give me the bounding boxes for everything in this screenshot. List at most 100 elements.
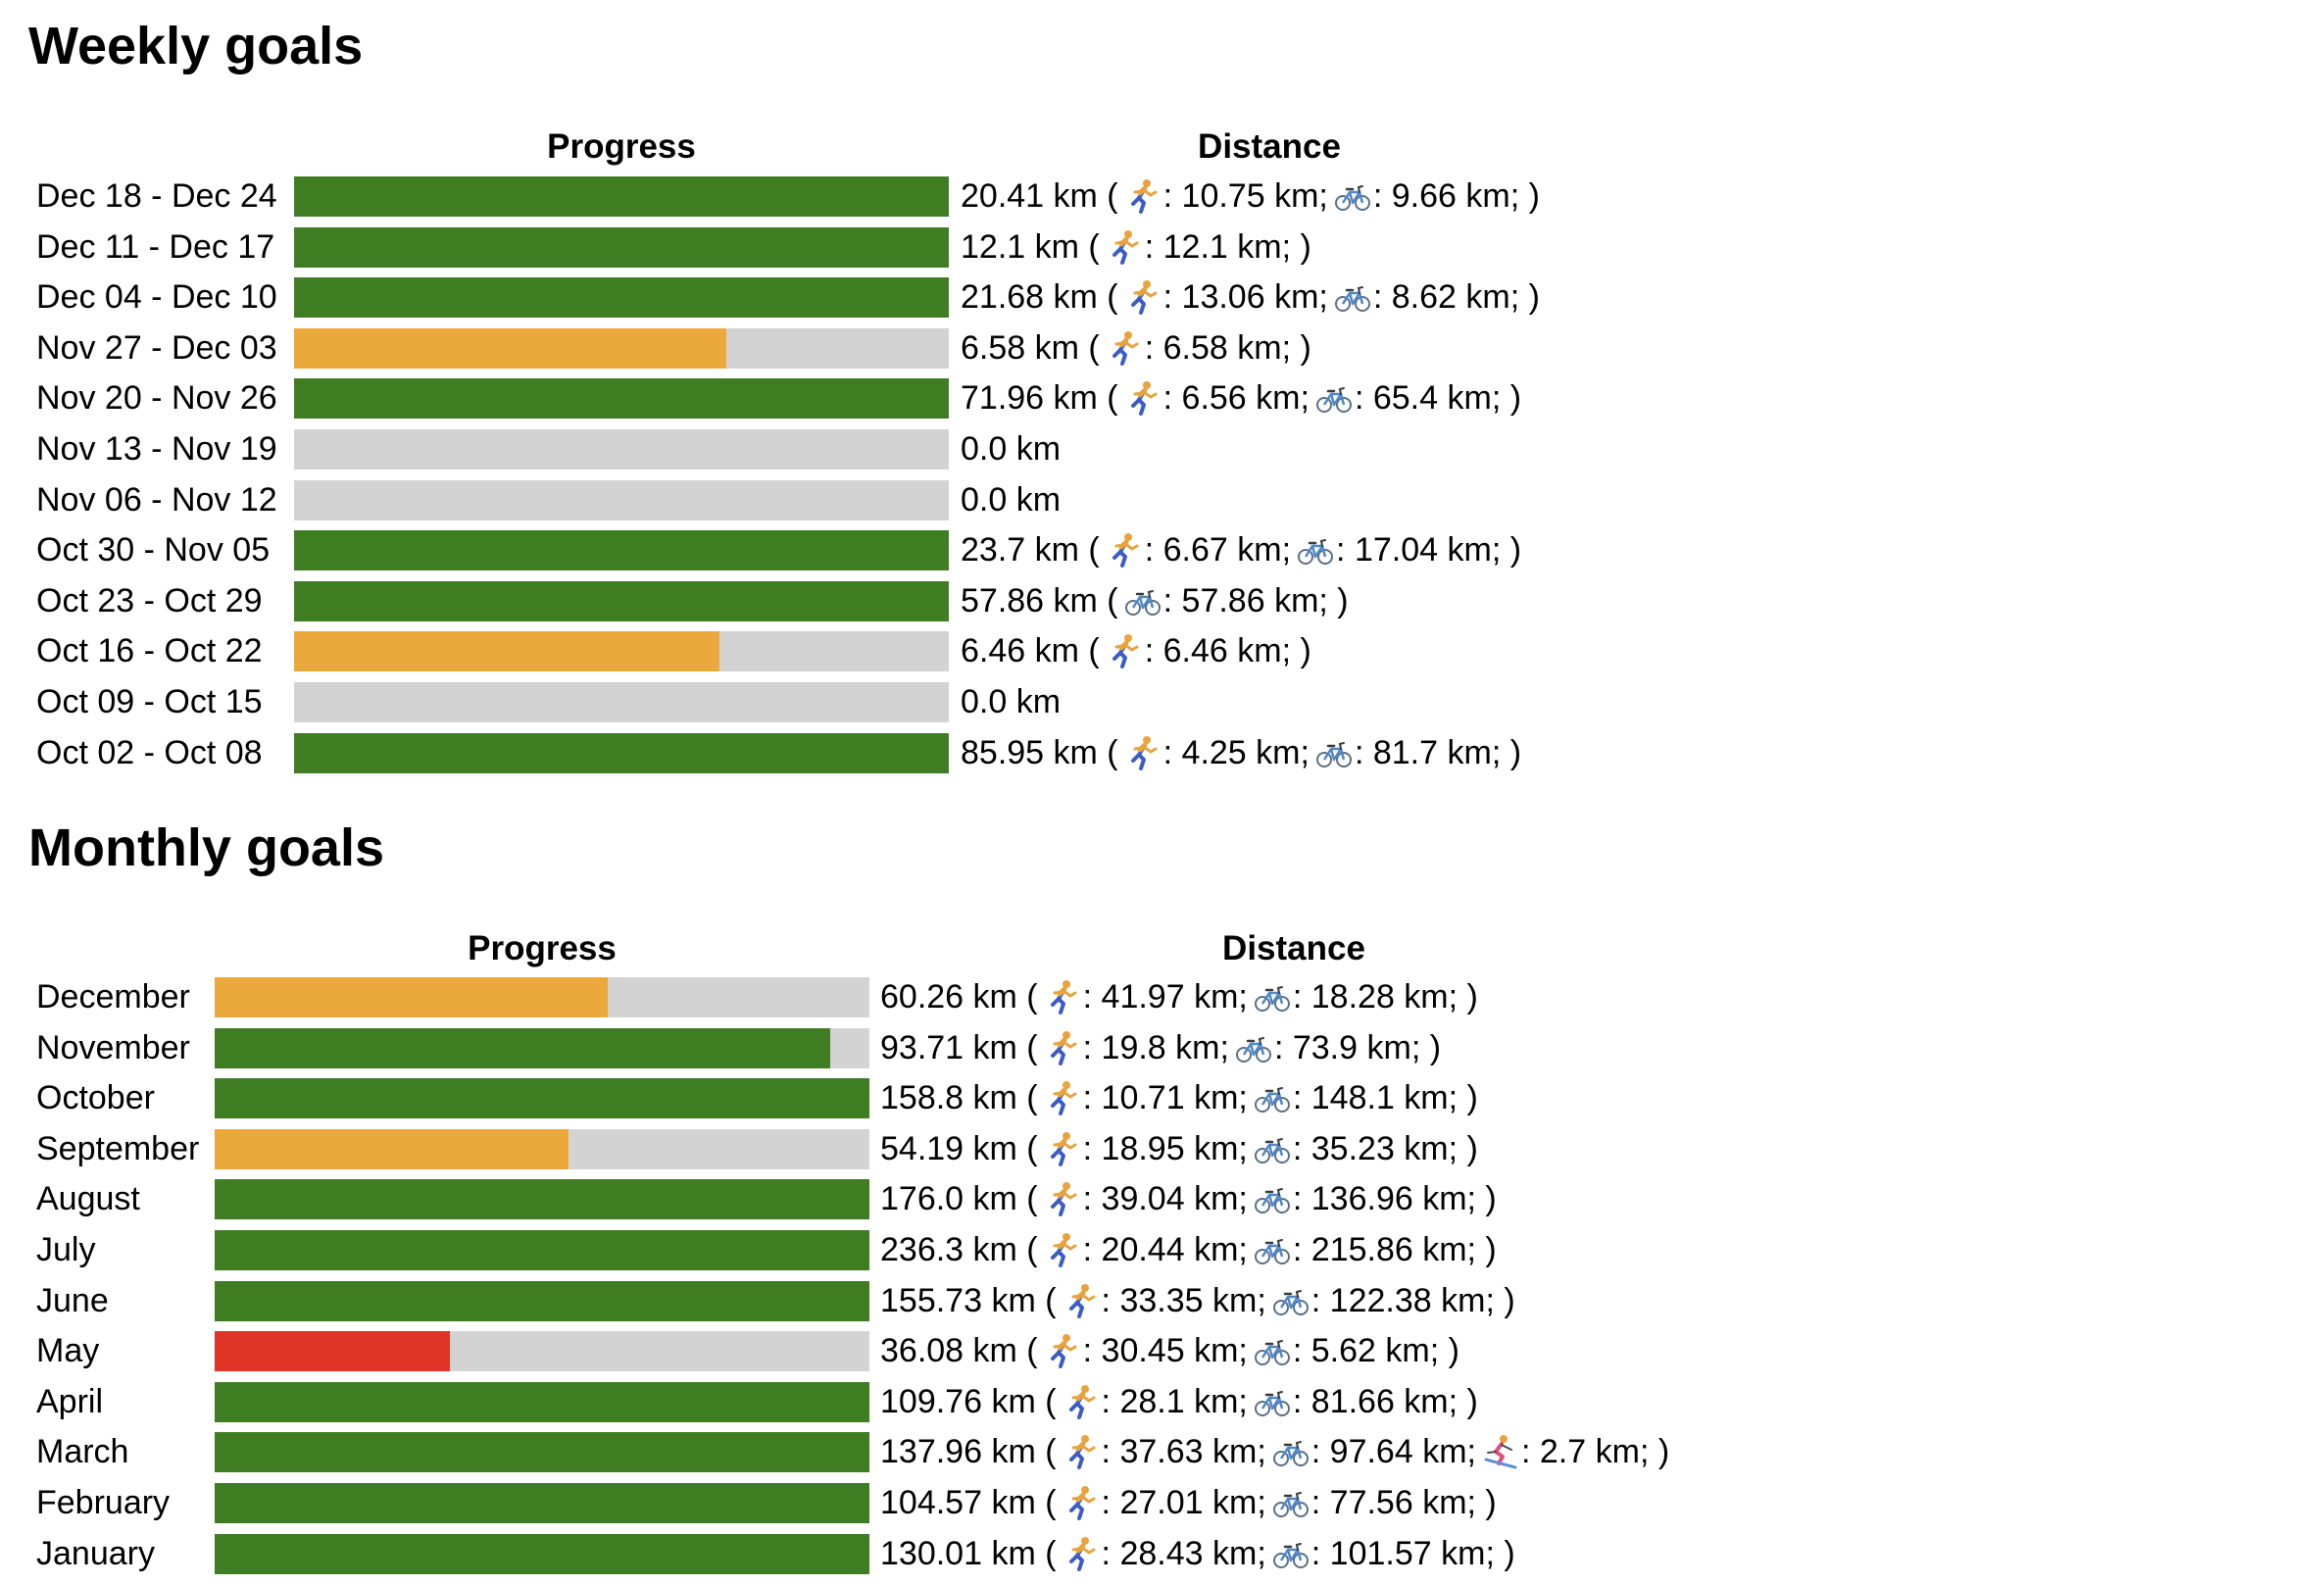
distance-total: 104.57 km [880,1484,1036,1521]
period-label: February [36,1484,171,1521]
progress-bar [294,378,949,420]
distance-cell: 21.68 km (: 13.06 km;: 8.62 km; ) [961,278,1540,317]
activity-distance: 97.64 km [1329,1433,1467,1471]
progress-bar-fill [294,226,949,268]
period-label: April [36,1382,104,1420]
monthly-goal-row: May 36.08 km (: 30.45 km;: 5.62 km; ) [0,1326,2324,1376]
activity-distance: 101.57 km [1329,1534,1486,1572]
progress-bar [294,631,949,672]
progress-bar [294,530,949,571]
progress-bar-fill [294,176,949,217]
period-label: Dec 18 - Dec 24 [36,177,277,215]
progress-bar [215,1078,869,1119]
running-icon [1106,228,1143,266]
progress-bar [215,1027,869,1068]
activity-distance: 10.71 km [1101,1079,1239,1117]
distance-cell: 12.1 km (: 12.1 km; ) [961,227,1311,266]
running-icon [1063,1535,1100,1572]
distance-cell: 137.96 km (: 37.63 km;: 97.64 km;: 2.7 k… [880,1433,1670,1471]
activity-distance: 215.86 km [1310,1231,1467,1268]
bicycle-icon [1272,1484,1310,1521]
running-icon [1106,329,1143,367]
progress-bar-fill [215,1179,869,1220]
progress-bar [294,226,949,268]
monthly-goal-row: September 54.19 km (: 18.95 km;: 35.23 km… [0,1124,2324,1174]
weekly-goal-row: Nov 06 - Nov 12 0.0 km [0,475,2324,525]
period-label: Oct 23 - Oct 29 [36,581,263,619]
monthly-goal-row: October 158.8 km (: 10.71 km;: 148.1 km; … [0,1073,2324,1123]
distance-cell: 6.46 km (: 6.46 km; ) [961,632,1311,670]
period-label: September [36,1129,200,1167]
activity-distance: 41.97 km [1101,978,1239,1015]
distance-total: 60.26 km [880,978,1017,1015]
running-icon [1044,1332,1081,1369]
bicycle-icon [1297,531,1334,569]
monthly-goal-row: August 176.0 km (: 39.04 km;: 136.96 km; … [0,1174,2324,1224]
progress-bar-fill [215,1128,569,1169]
bicycle-icon [1334,278,1371,316]
activity-distance: 148.1 km [1310,1079,1449,1117]
progress-bar-fill [294,530,949,571]
running-icon [1044,1029,1081,1066]
activity-distance: 136.96 km [1310,1180,1467,1218]
distance-total: 137.96 km [880,1433,1036,1471]
distance-total: 236.3 km [880,1231,1017,1268]
progress-bar-fill [215,1230,869,1270]
distance-total: 23.7 km [961,531,1079,570]
period-label: Oct 09 - Oct 15 [36,683,263,720]
monthly-distance-header: Distance [1222,929,1365,967]
progress-bar-fill [294,378,949,420]
distance-total: 85.95 km [961,733,1098,771]
progress-bar-fill [294,327,726,369]
progress-bar [215,1331,869,1372]
distance-total: 57.86 km [961,581,1098,619]
progress-bar [215,1280,869,1321]
distance-cell: 130.01 km (: 28.43 km;: 101.57 km; ) [880,1534,1515,1572]
distance-total: 21.68 km [961,278,1098,317]
activity-distance: 35.23 km [1310,1129,1449,1167]
activity-distance: 6.46 km [1162,632,1282,670]
weekly-goals-title: Weekly goals [28,17,364,75]
distance-total: 130.01 km [880,1534,1036,1572]
period-label: Oct 16 - Oct 22 [36,632,263,670]
bicycle-icon [1272,1433,1310,1470]
activity-distance: 37.63 km [1119,1433,1258,1471]
bicycle-icon [1254,1383,1291,1420]
monthly-goal-row: June 155.73 km (: 33.35 km;: 122.38 km; ) [0,1276,2324,1326]
activity-distance: 20.44 km [1101,1231,1239,1268]
period-label: Oct 02 - Oct 08 [36,733,263,771]
running-icon [1044,1231,1081,1268]
skier-icon [1482,1433,1519,1470]
distance-total: 0.0 km [961,480,1062,519]
activity-distance: 28.1 km [1119,1382,1239,1420]
period-label: Dec 04 - Dec 10 [36,278,277,317]
distance-total: 176.0 km [880,1180,1017,1218]
distance-cell: 236.3 km (: 20.44 km;: 215.86 km; ) [880,1231,1497,1268]
activity-distance: 77.56 km [1329,1484,1467,1521]
activity-distance: 4.25 km [1181,733,1301,771]
distance-cell: 23.7 km (: 6.67 km;: 17.04 km; ) [961,531,1522,570]
activity-distance: 27.01 km [1119,1484,1258,1521]
progress-bar [215,1179,869,1220]
monthly-goal-row: December 60.26 km (: 41.97 km;: 18.28 km;… [0,972,2324,1022]
weekly-goal-row: Nov 27 - Dec 03 6.58 km (: 6.58 km; ) [0,323,2324,373]
progress-bar [215,1483,869,1523]
monthly-goals-title: Monthly goals [28,818,384,877]
progress-bar-fill [215,977,608,1017]
activity-distance: 30.45 km [1101,1332,1239,1370]
distance-cell: 0.0 km [961,475,1061,525]
weekly-goal-row: Nov 20 - Nov 26 71.96 km (: 6.56 km;: 65.… [0,373,2324,423]
activity-distance: 73.9 km [1292,1028,1411,1066]
activity-distance: 13.06 km [1181,278,1319,317]
progress-bar [215,1381,869,1422]
period-label: Oct 30 - Nov 05 [36,531,271,570]
monthly-goal-row: February 104.57 km (: 27.01 km;: 77.56 km… [0,1478,2324,1528]
weekly-goal-row: Nov 13 - Nov 19 0.0 km [0,424,2324,474]
progress-bar-fill [215,1381,869,1422]
progress-bar-fill [294,732,949,773]
running-icon [1124,734,1162,771]
activity-distance: 122.38 km [1329,1281,1486,1319]
bicycle-icon [1254,1130,1291,1167]
bicycle-icon [1272,1535,1310,1572]
progress-bar-fill [294,580,949,621]
